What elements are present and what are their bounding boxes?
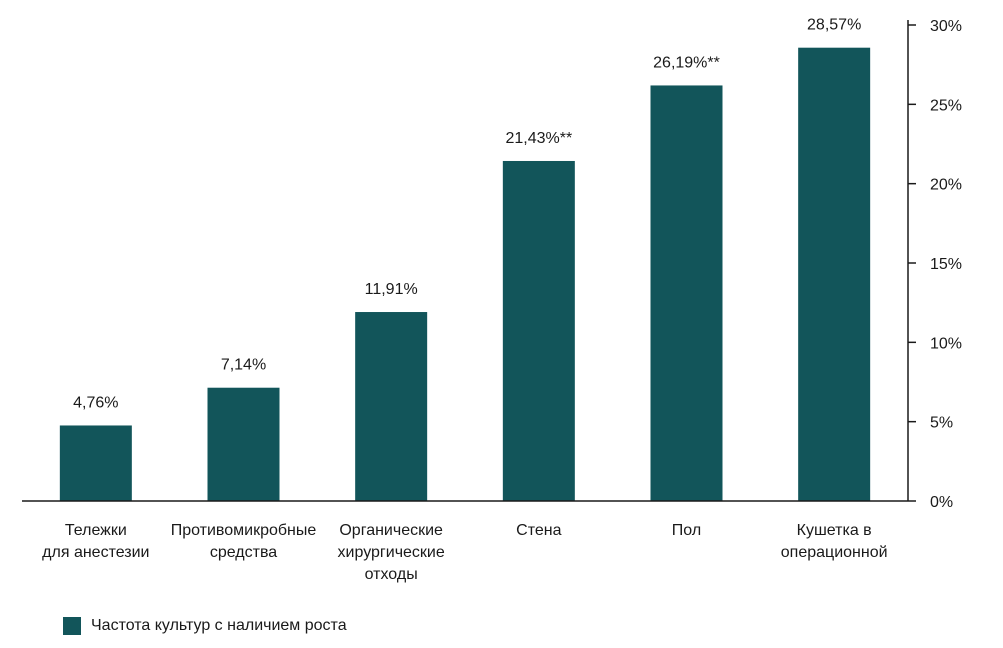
- category-label-4: Стена: [516, 522, 562, 539]
- legend-swatch: [63, 617, 81, 635]
- data-label-3: 11,91%: [365, 281, 418, 298]
- data-label-4: 21,43%**: [505, 130, 572, 147]
- y-tick-label-0: 0%: [930, 494, 953, 511]
- bars-group: [59, 47, 871, 502]
- category-label-5: Пол: [671, 522, 702, 539]
- legend-label: Частота культур с наличием роста: [91, 617, 347, 634]
- y-tick-label-1: 5%: [930, 415, 953, 432]
- y-axis-ticks: 0% 5% 10% 15% 20% 25% 30%: [908, 18, 962, 511]
- category-label-3: Органические хирургические отходы: [337, 522, 445, 583]
- y-tick-label-2: 10%: [930, 335, 962, 352]
- category-label-2: Противомикробные средства: [170, 522, 317, 561]
- data-labels-group: 4,76% 7,14% 11,91% 21,43%** 26,19%** 28,57%: [73, 17, 861, 412]
- bar-2: [207, 387, 280, 501]
- category-label-6: Кушетка в операционной: [780, 522, 888, 561]
- y-tick-label-3: 15%: [930, 256, 962, 273]
- data-label-1: 4,76%: [73, 394, 118, 411]
- bar-4: [502, 160, 575, 501]
- bar-6: [798, 47, 871, 502]
- y-tick-label-4: 20%: [930, 177, 962, 194]
- y-tick-label-5: 25%: [930, 97, 962, 114]
- category-label-1: Тележки для анестезии: [42, 522, 150, 561]
- data-label-5: 26,19%**: [653, 54, 720, 71]
- legend: Частота культур с наличием роста: [63, 617, 347, 635]
- y-tick-label-6: 30%: [930, 18, 962, 35]
- data-label-2: 7,14%: [221, 357, 266, 374]
- data-label-6: 28,57%: [807, 17, 861, 34]
- bar-3: [355, 312, 428, 501]
- bar-1: [59, 425, 132, 501]
- bar-5: [650, 85, 723, 502]
